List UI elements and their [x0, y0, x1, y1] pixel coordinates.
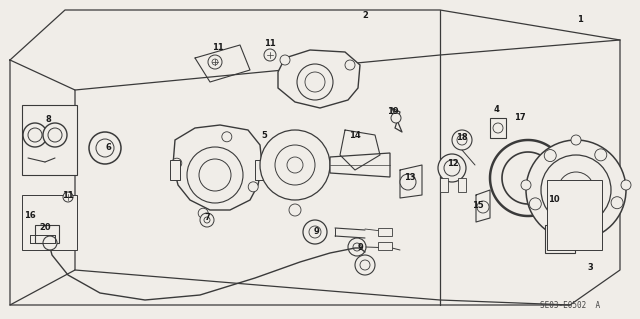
Circle shape	[457, 135, 467, 145]
Text: 8: 8	[45, 115, 51, 124]
Bar	[378, 228, 392, 236]
Bar	[255, 160, 265, 180]
Bar	[440, 178, 448, 192]
Text: 4: 4	[494, 106, 500, 115]
Bar	[22, 195, 77, 250]
Text: 13: 13	[404, 174, 416, 182]
Text: 1: 1	[577, 16, 583, 25]
Text: 6: 6	[105, 144, 111, 152]
Circle shape	[248, 182, 258, 192]
Circle shape	[529, 198, 541, 210]
Circle shape	[569, 183, 583, 197]
Circle shape	[63, 192, 73, 202]
Circle shape	[172, 158, 182, 168]
Bar	[35, 225, 59, 243]
Circle shape	[571, 235, 581, 245]
Text: 17: 17	[514, 114, 526, 122]
Circle shape	[355, 255, 375, 275]
Bar	[545, 225, 575, 253]
Text: 9: 9	[357, 243, 363, 253]
Circle shape	[611, 197, 623, 209]
Circle shape	[391, 113, 401, 123]
Circle shape	[287, 157, 303, 173]
Bar	[490, 118, 506, 138]
Text: 10: 10	[548, 196, 560, 204]
Circle shape	[222, 132, 232, 142]
Circle shape	[309, 226, 321, 238]
Circle shape	[289, 204, 301, 216]
Text: 2: 2	[362, 11, 368, 20]
Polygon shape	[278, 50, 360, 108]
Circle shape	[526, 140, 626, 240]
Circle shape	[187, 147, 243, 203]
Bar	[458, 178, 466, 192]
Circle shape	[348, 238, 366, 256]
Bar	[170, 160, 180, 180]
Polygon shape	[330, 153, 390, 177]
Circle shape	[43, 123, 67, 147]
Circle shape	[400, 174, 416, 190]
Circle shape	[212, 59, 218, 65]
Circle shape	[353, 243, 361, 251]
Circle shape	[595, 149, 607, 161]
Text: 9: 9	[313, 227, 319, 236]
Circle shape	[199, 159, 231, 191]
Text: 11: 11	[212, 42, 224, 51]
Circle shape	[200, 213, 214, 227]
Circle shape	[444, 160, 460, 176]
Text: 11: 11	[62, 190, 74, 199]
Text: 16: 16	[24, 211, 36, 219]
Circle shape	[204, 217, 210, 223]
Bar	[22, 105, 77, 175]
Circle shape	[571, 135, 581, 145]
Bar	[547, 180, 602, 250]
Circle shape	[477, 201, 489, 213]
Text: 19: 19	[387, 108, 399, 116]
Text: SE03-E0502  A: SE03-E0502 A	[540, 300, 600, 309]
Text: 14: 14	[349, 130, 361, 139]
Circle shape	[48, 128, 62, 142]
Circle shape	[452, 130, 472, 150]
Text: 20: 20	[39, 224, 51, 233]
Circle shape	[264, 49, 276, 61]
Circle shape	[208, 55, 222, 69]
Circle shape	[438, 154, 466, 182]
Circle shape	[43, 236, 57, 250]
Circle shape	[23, 123, 47, 147]
Circle shape	[280, 55, 290, 65]
Circle shape	[544, 150, 556, 162]
Circle shape	[493, 123, 503, 133]
Text: 18: 18	[456, 133, 468, 143]
Circle shape	[89, 132, 121, 164]
Text: 5: 5	[261, 130, 267, 139]
Text: 3: 3	[587, 263, 593, 272]
Circle shape	[96, 139, 114, 157]
Circle shape	[571, 227, 582, 239]
Circle shape	[360, 260, 370, 270]
Circle shape	[198, 208, 208, 218]
Text: 7: 7	[204, 213, 210, 222]
Text: 15: 15	[472, 201, 484, 210]
Circle shape	[305, 72, 325, 92]
Circle shape	[303, 220, 327, 244]
Circle shape	[541, 155, 611, 225]
Circle shape	[558, 172, 594, 208]
Circle shape	[521, 180, 531, 190]
Circle shape	[345, 60, 355, 70]
Bar	[378, 242, 392, 250]
Circle shape	[297, 64, 333, 100]
Text: 12: 12	[447, 159, 459, 167]
Circle shape	[621, 180, 631, 190]
Circle shape	[275, 145, 315, 185]
Polygon shape	[173, 125, 262, 210]
Text: 11: 11	[264, 39, 276, 48]
Circle shape	[260, 130, 330, 200]
Bar	[550, 230, 570, 248]
Circle shape	[28, 128, 42, 142]
